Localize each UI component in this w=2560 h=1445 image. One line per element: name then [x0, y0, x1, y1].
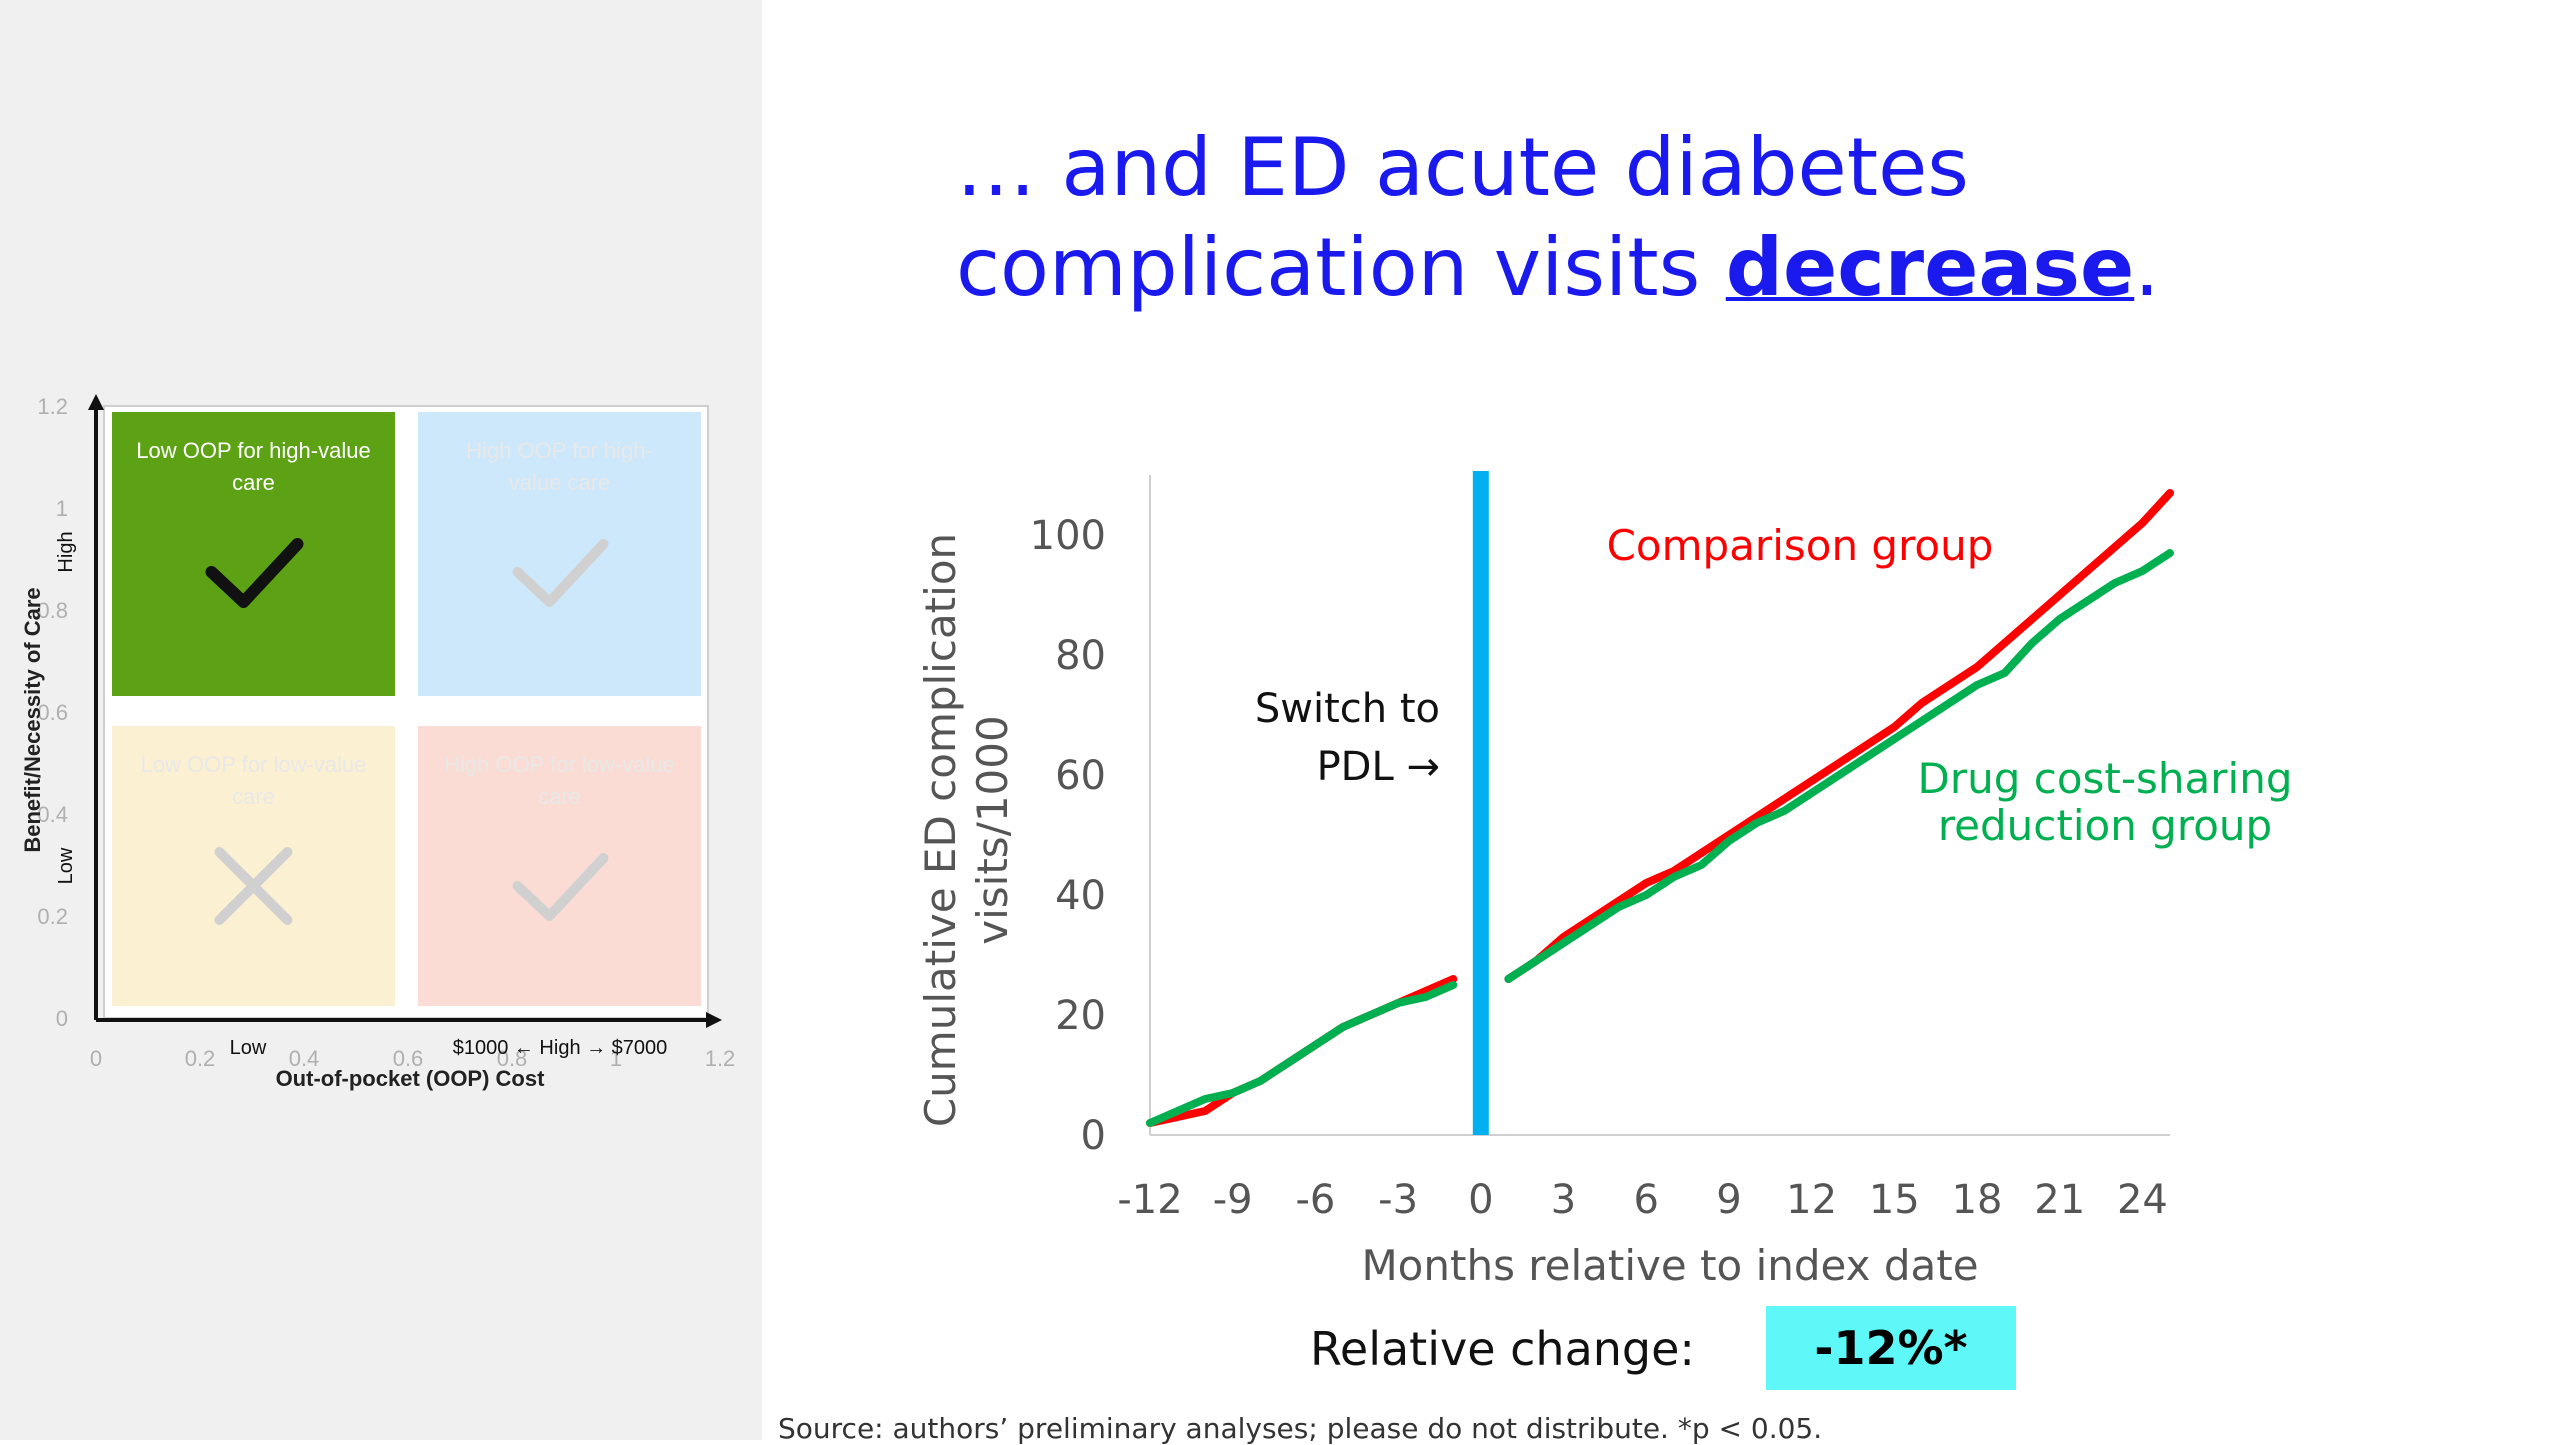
quadrant-box-3 — [112, 726, 395, 1006]
series-label-reduction-line1: Drug cost-sharing — [1918, 754, 2293, 803]
quad-x-arrow-icon — [706, 1012, 722, 1028]
quad-y-tick-label: 0.4 — [37, 802, 68, 827]
x-tick-label: 12 — [1786, 1177, 1837, 1223]
series-line-comparison — [1504, 489, 2174, 983]
quadrant-label-1-line2: care — [232, 470, 275, 495]
y-axis-label: Cumulative ED complication visits/1000 — [916, 533, 1017, 1127]
quadrant-label-1-line1: Low OOP for high-value — [136, 438, 370, 463]
y-tick-label: 80 — [1055, 633, 1106, 679]
x-tick-label: 24 — [2117, 1177, 2168, 1223]
quad-y-high-label: High — [55, 531, 77, 572]
check-icon — [205, 538, 304, 608]
x-tick-label: 9 — [1716, 1177, 1741, 1223]
quad-x-tick-label: 0.6 — [393, 1046, 424, 1071]
quad-y-tick-label: 1.2 — [37, 394, 68, 419]
switch-label-line2: PDL → — [1317, 744, 1440, 790]
quad-x-low-label: Low — [230, 1037, 267, 1059]
series-line-reduction — [1504, 549, 2174, 983]
quad-x-tick-label: 1 — [610, 1046, 622, 1071]
quad-x-tick-label: 0.8 — [497, 1046, 528, 1071]
series-label-reduction-line2: reduction group — [1938, 801, 2272, 850]
y-tick-label: 40 — [1055, 873, 1106, 919]
y-axis-label-line1: Cumulative ED complication — [916, 533, 965, 1127]
source-footnote: Source: authors’ preliminary analyses; p… — [778, 1412, 1823, 1445]
quad-y-low-text: Low — [55, 847, 77, 884]
quadrant-box-1 — [112, 412, 395, 696]
cross-icon — [214, 847, 293, 925]
x-tick-label: -3 — [1378, 1177, 1418, 1223]
slide-area — [762, 0, 2560, 1440]
x-tick-label: 15 — [1869, 1177, 1920, 1223]
series-line-reduction — [1146, 981, 1458, 1127]
quad-x-tick-label: 0.2 — [185, 1046, 216, 1071]
quad-y-low-label: Low — [55, 847, 77, 884]
quad-y-tick-label: 0.8 — [37, 598, 68, 623]
x-tick-label: 21 — [2034, 1177, 2085, 1223]
quad-y-arrow-icon — [88, 394, 104, 410]
title-end: . — [2134, 221, 2160, 314]
quad-y-tick-label: 0 — [56, 1006, 68, 1031]
y-tick-label: 60 — [1055, 753, 1106, 799]
y-tick-label: 100 — [1030, 513, 1106, 559]
switch-label-line1: Switch to — [1255, 686, 1440, 732]
quadrant-label-3-line2: care — [232, 784, 275, 809]
quad-x-axis-label: Out-of-pocket (OOP) Cost — [276, 1066, 546, 1091]
title-text: … and ED acute diabetes complication vis… — [956, 121, 1969, 314]
x-tick-label: -9 — [1213, 1177, 1253, 1223]
quadrant-label-4-line2: care — [538, 784, 581, 809]
x-tick-label: -6 — [1295, 1177, 1335, 1223]
quadrant-chart: Low OOP for high-value care High OOP for h… — [20, 394, 736, 1091]
series-label-comparison: Comparison group — [1607, 521, 1994, 570]
quad-y-tick-label: 0.2 — [37, 904, 68, 929]
quad-y-tick-label: 0.6 — [37, 700, 68, 725]
slide-title: … and ED acute diabetes complication vis… — [956, 118, 2456, 318]
check-icon — [512, 539, 609, 607]
quad-y-axis-label: Benefit/Necessity of Care — [20, 587, 45, 852]
x-tick-label: 18 — [1952, 1177, 2003, 1223]
quadrant-label-3-line1: Low OOP for low-value — [141, 752, 367, 777]
title-emphasis: decrease — [1725, 221, 2135, 314]
quad-y-tick-label: 1 — [56, 496, 68, 521]
x-tick-label: 6 — [1633, 1177, 1658, 1223]
x-tick-label: -12 — [1117, 1177, 1182, 1223]
y-tick-label: 20 — [1055, 993, 1106, 1039]
y-axis-label-line2: visits/1000 — [968, 715, 1017, 944]
x-tick-label: 0 — [1468, 1177, 1493, 1223]
quadrant-label-2-line1: High OOP for high- — [466, 438, 653, 463]
quadrant-label-4-line1: High OOP for low-value — [444, 752, 675, 777]
quad-y-axis-label-text: Benefit/Necessity of Care — [20, 587, 45, 852]
quad-y-high-text: High — [55, 531, 77, 572]
switch-marker-line — [1472, 471, 1489, 1135]
y-tick-label: 0 — [1081, 1113, 1106, 1159]
x-tick-label: 3 — [1551, 1177, 1576, 1223]
quad-x-tick-label: 0.4 — [289, 1046, 320, 1071]
quadrant-label-2-line2: value care — [509, 470, 611, 495]
quadrant-box-2 — [418, 412, 701, 696]
relative-change-label: Relative change: — [1310, 1322, 1695, 1376]
relative-change-badge: -12%* — [1766, 1306, 2016, 1390]
quadrant-box-4 — [418, 726, 701, 1006]
quad-x-tick-label: 1.2 — [705, 1046, 736, 1071]
quad-x-tick-label: 0 — [90, 1046, 102, 1071]
x-axis-label: Months relative to index date — [1361, 1241, 1978, 1290]
quad-x-high-label: $1000 ← High → $7000 — [453, 1037, 668, 1059]
check-icon — [512, 853, 609, 921]
